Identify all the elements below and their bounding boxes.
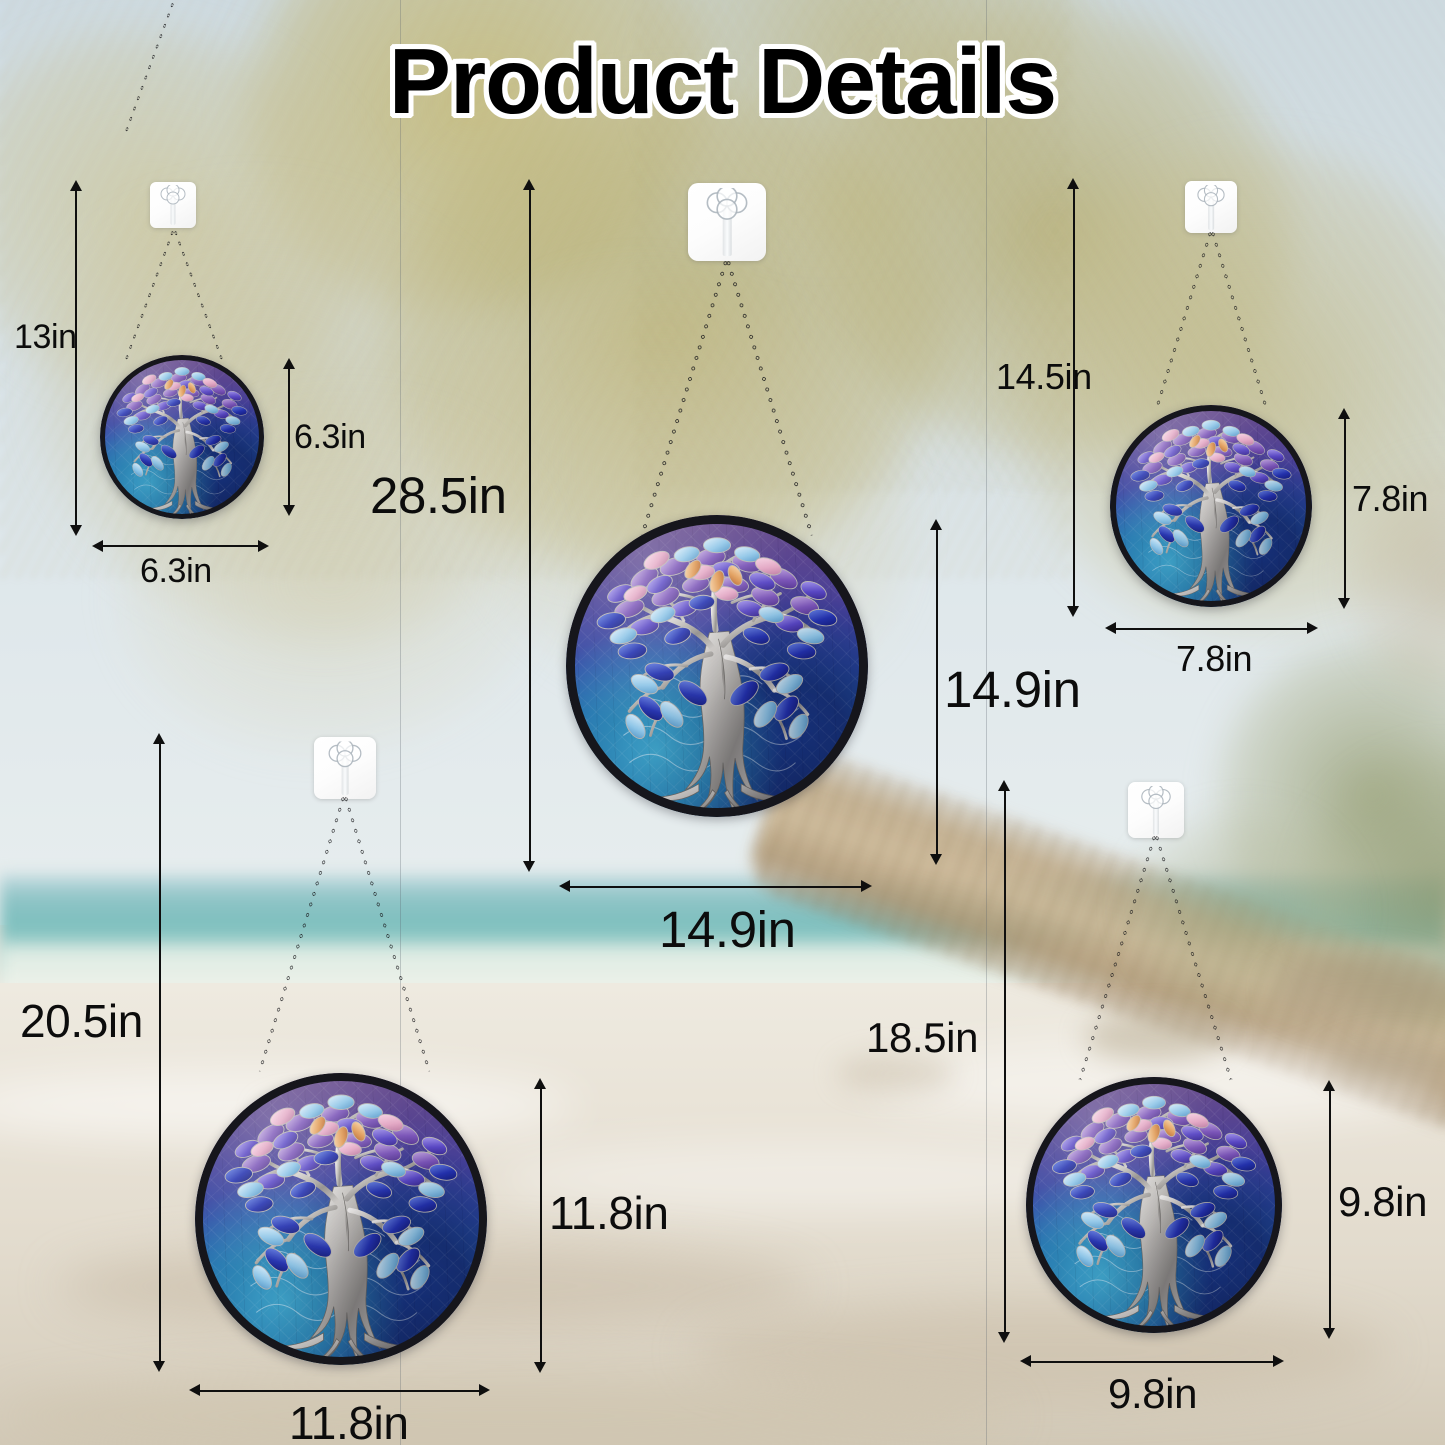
arrow-left-icon <box>92 540 103 552</box>
arrow-down-icon <box>534 1362 546 1373</box>
dimension-line-width <box>102 545 262 547</box>
arrow-left-icon <box>559 880 570 892</box>
sand-highlight <box>0 1372 1012 1445</box>
dimension-label-total-height: 13in <box>14 318 77 356</box>
dimension-line-height <box>1344 418 1346 600</box>
dimension-line-total-height <box>529 190 531 862</box>
arrow-right-icon <box>861 880 872 892</box>
adhesive-hook-icon <box>1128 782 1184 838</box>
adhesive-hook-icon <box>314 737 376 799</box>
arrow-right-icon <box>258 540 269 552</box>
arrow-right-icon <box>1307 622 1318 634</box>
arrow-down-icon <box>1338 598 1350 609</box>
dimension-line-height <box>288 368 290 506</box>
panel-divider <box>986 0 987 1445</box>
arrow-left-icon <box>1020 1355 1031 1367</box>
suncatcher-disc <box>195 1073 487 1365</box>
arrow-right-icon <box>1273 1355 1284 1367</box>
panel-divider <box>400 0 401 1445</box>
arrow-down-icon <box>1067 606 1079 617</box>
dimension-label-height: 6.3in <box>294 418 366 456</box>
dimension-label-total-height: 18.5in <box>866 1014 979 1061</box>
arrow-up-icon <box>523 179 535 190</box>
arrow-down-icon <box>70 525 82 536</box>
dimension-label-width: 6.3in <box>140 552 212 590</box>
dimension-line-height <box>1329 1090 1331 1330</box>
suncatcher-disc <box>1026 1077 1282 1333</box>
dimension-line-width <box>1030 1361 1278 1363</box>
tree-of-life-icon <box>114 365 250 519</box>
dimension-line-total-height <box>1004 790 1006 1334</box>
sand-shadow <box>1329 1040 1445 1084</box>
arrow-up-icon <box>534 1078 546 1089</box>
dimension-line-total-height <box>75 190 77 526</box>
hook-stem <box>341 754 349 796</box>
arrow-down-icon <box>523 861 535 872</box>
arrow-down-icon <box>153 1361 165 1372</box>
hook-flower-icon <box>1197 184 1225 206</box>
hook-stem <box>1208 195 1214 230</box>
tree-of-life-icon <box>195 1073 487 1365</box>
tree-of-life-icon <box>1026 1077 1282 1333</box>
dimension-label-total-height: 20.5in <box>20 995 143 1047</box>
dimension-line-height <box>540 1088 542 1364</box>
dimension-label-width: 11.8in <box>289 1397 409 1445</box>
hook-flower-icon <box>706 188 748 221</box>
hook-stem <box>722 204 732 257</box>
dimension-line-total-height <box>159 743 161 1363</box>
arrow-left-icon <box>189 1384 200 1396</box>
arrow-down-icon <box>1323 1328 1335 1339</box>
adhesive-hook-icon <box>1185 181 1237 233</box>
arrow-up-icon <box>1323 1080 1335 1091</box>
dimension-label-total-height: 28.5in <box>370 467 507 524</box>
dimension-line-total-height <box>1073 188 1075 608</box>
hook-stem <box>170 194 176 226</box>
arrow-up-icon <box>153 733 165 744</box>
tree-of-life-icon <box>1110 405 1312 607</box>
hook-flower-icon <box>328 741 362 767</box>
hook-flower-icon <box>160 184 186 205</box>
dimension-line-width <box>1115 628 1311 630</box>
sand-highlight <box>693 1300 1388 1402</box>
arrow-up-icon <box>1067 178 1079 189</box>
arrow-up-icon <box>70 180 82 191</box>
dimension-label-height: 7.8in <box>1352 478 1429 519</box>
arrow-up-icon <box>1338 408 1350 419</box>
arrow-down-icon <box>283 505 295 516</box>
arrow-up-icon <box>283 358 295 369</box>
hook-stem <box>1152 797 1160 835</box>
arrow-down-icon <box>998 1332 1010 1343</box>
dimension-label-height: 9.8in <box>1338 1178 1428 1225</box>
dimension-line-width <box>570 886 866 888</box>
suncatcher-disc <box>1110 405 1312 607</box>
arrow-left-icon <box>1105 622 1116 634</box>
hook-flower-icon <box>1141 785 1171 809</box>
arrow-up-icon <box>998 780 1010 791</box>
adhesive-hook-icon <box>150 182 196 228</box>
suncatcher-disc <box>100 355 264 519</box>
dimension-label-width: 9.8in <box>1108 1370 1198 1417</box>
dimension-label-width: 14.9in <box>659 901 796 958</box>
dimension-label-width: 7.8in <box>1176 638 1253 679</box>
arrow-right-icon <box>479 1384 490 1396</box>
tree-of-life-icon <box>566 515 868 817</box>
sand-shadow <box>1083 1011 1229 1063</box>
suncatcher-disc <box>566 515 868 817</box>
page-title: Product Details <box>388 29 1057 133</box>
dimension-label-total-height: 14.5in <box>996 356 1092 397</box>
dimension-label-height: 14.9in <box>944 661 1081 718</box>
dimension-line-height <box>936 530 938 855</box>
dimension-label-height: 11.8in <box>549 1187 669 1239</box>
arrow-down-icon <box>930 854 942 865</box>
arrow-up-icon <box>930 519 942 530</box>
dimension-line-width <box>200 1390 484 1392</box>
sand-shadow <box>838 1054 954 1093</box>
sand-shadow <box>1271 953 1445 1026</box>
adhesive-hook-icon <box>688 183 766 261</box>
